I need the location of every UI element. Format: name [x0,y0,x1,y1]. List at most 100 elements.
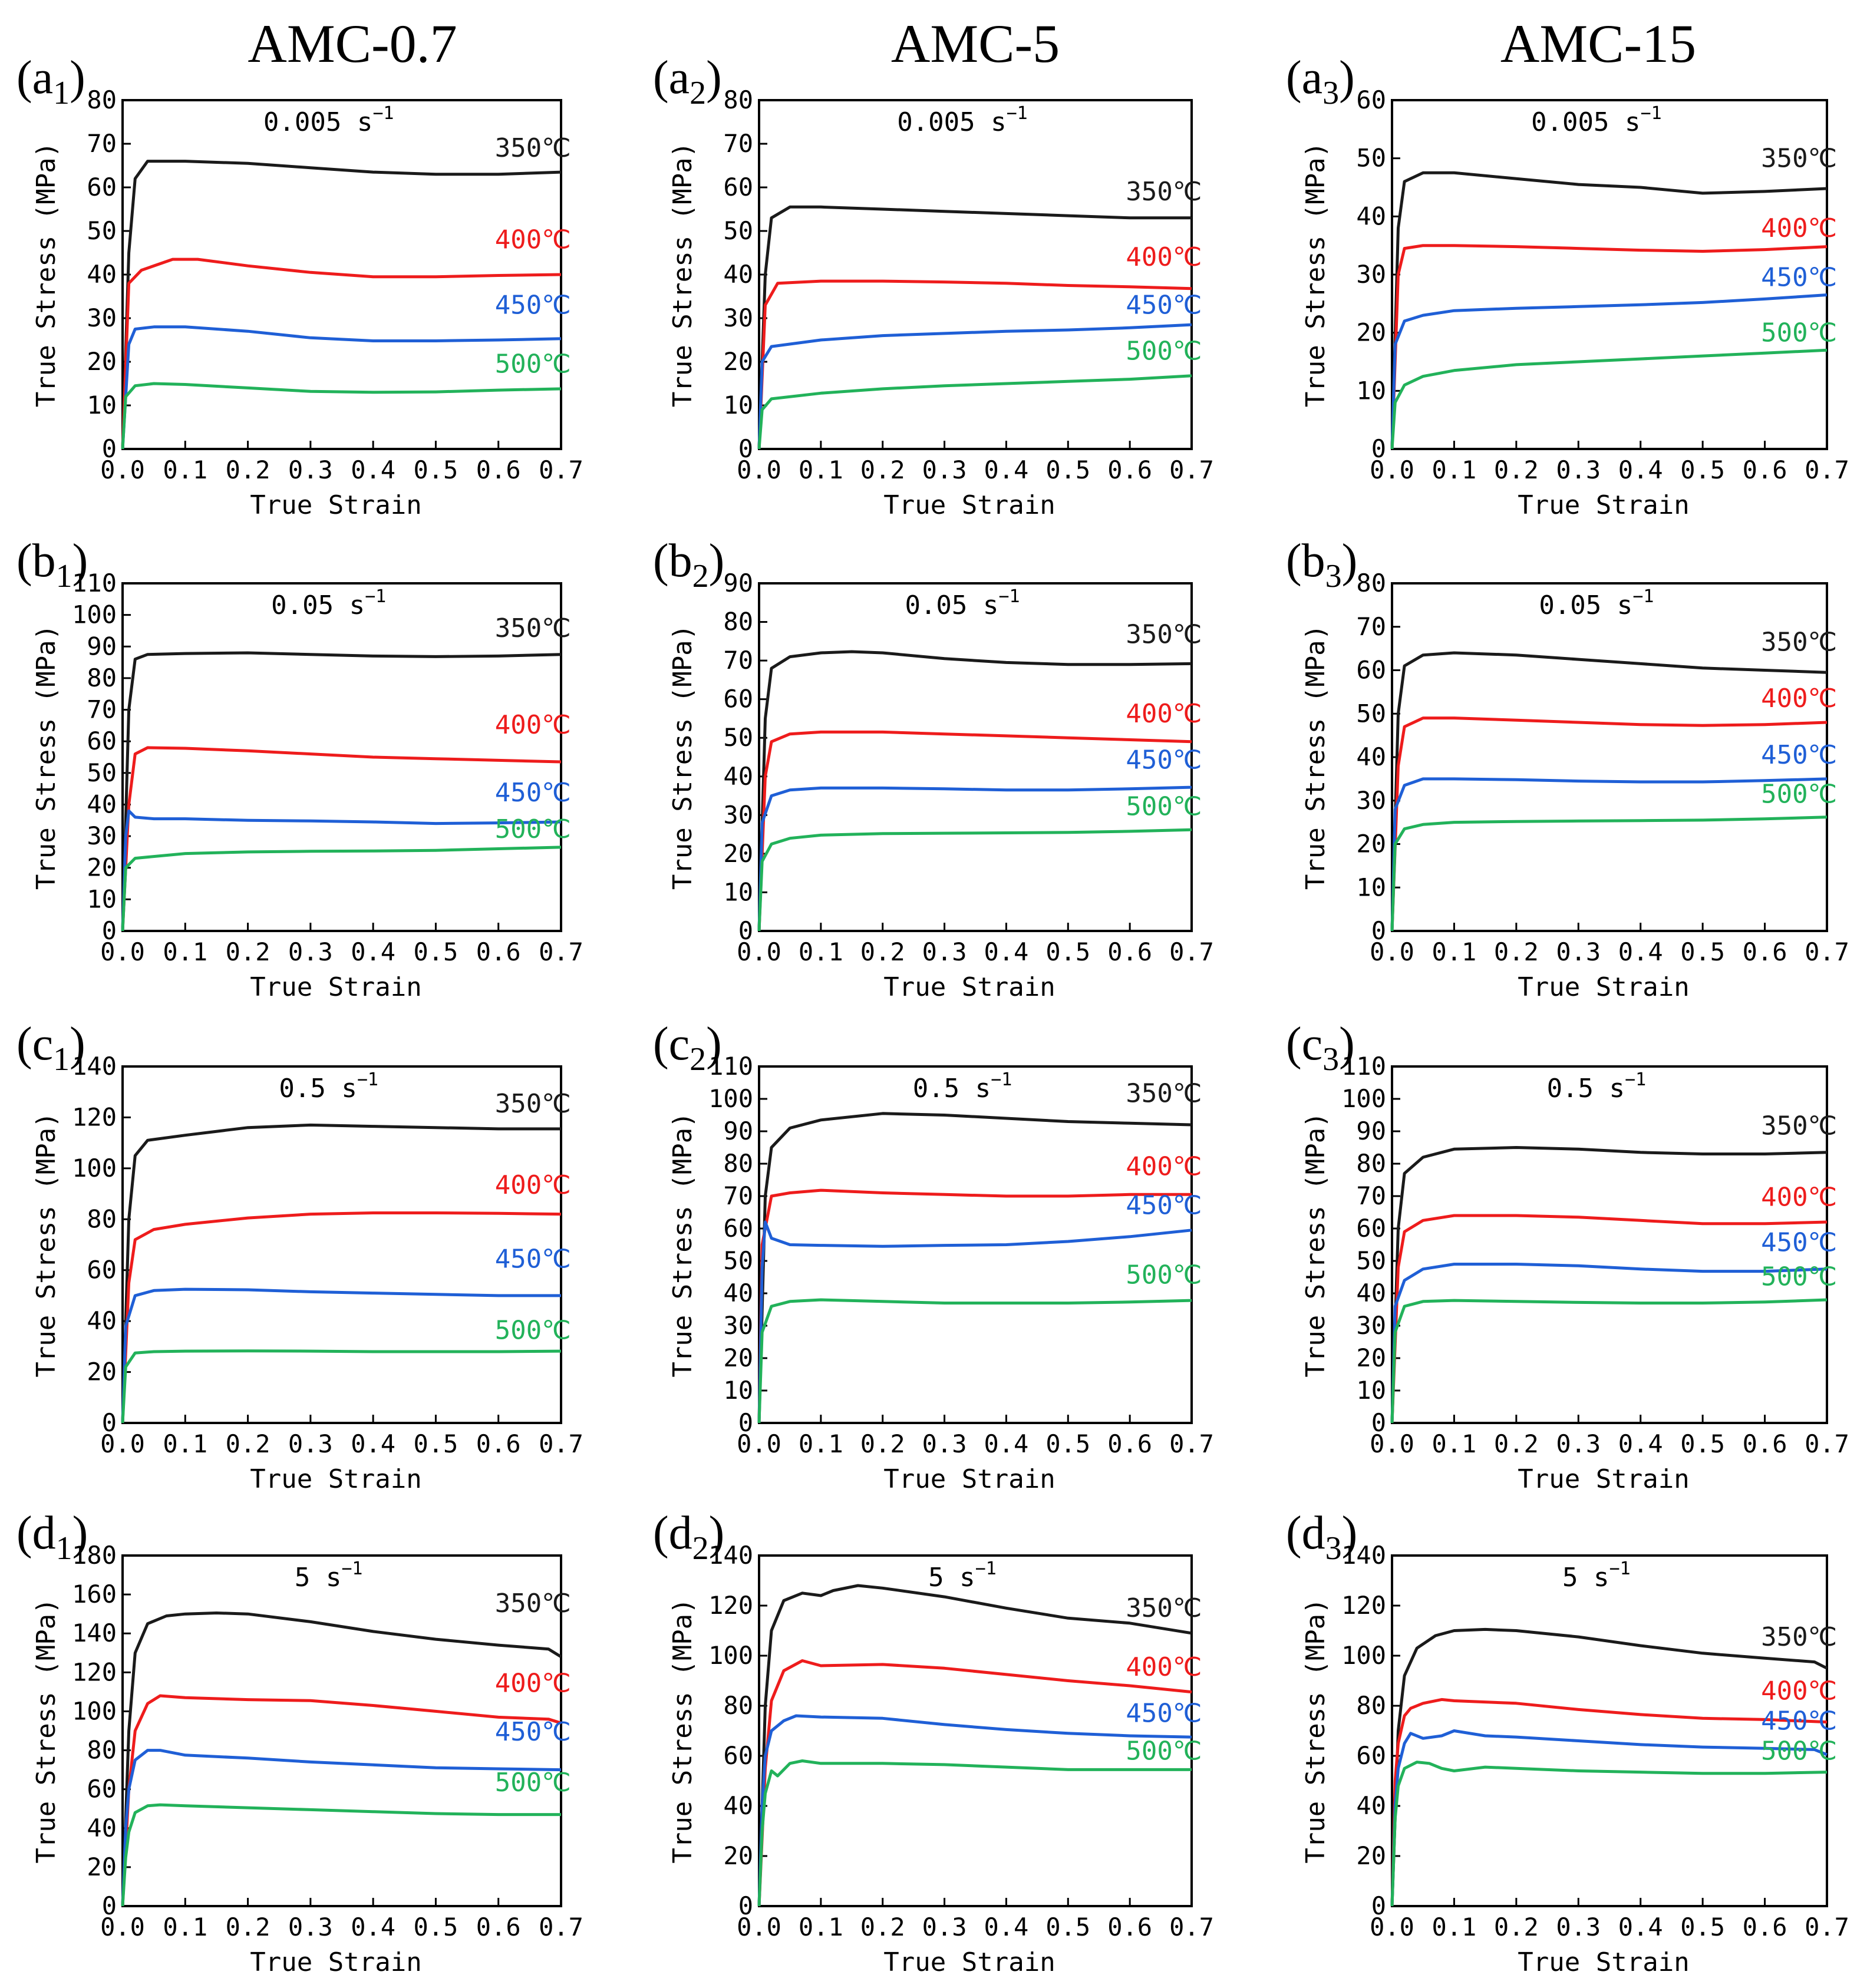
series-line-500C [757,1759,1192,1907]
x-tick-label: 0.7 [1169,1429,1214,1458]
series-line-450C [1390,777,1828,932]
column-title-amc-15: AMC-15 [1500,14,1696,74]
x-axis-label: True Strain [1518,1464,1689,1494]
x-tick-label: 0.3 [922,937,967,966]
y-tick-label: 60 [723,685,753,714]
x-tick-label: 0.6 [476,455,521,484]
x-tick-label: 0.2 [860,455,905,484]
series-line-350C [1390,1627,1828,1907]
plot-frame-c2 [758,1065,1193,1424]
series-label-450C: 450℃ [495,1717,571,1747]
y-tick-label: 80 [723,607,753,636]
y-tick-label: 0 [738,1891,753,1920]
x-tick-label: 0.1 [163,937,207,966]
x-tick-label: 0.7 [1169,455,1214,484]
series-label-450C: 450℃ [495,290,571,321]
strain-rate-title: 0.05 s−1 [1539,586,1654,620]
y-axis-label: True Stress (MPa) [31,1598,61,1863]
x-tick-label: 0.0 [1370,937,1414,966]
y-tick-label: 140 [1341,1541,1386,1570]
y-tick-label: 10 [1356,873,1386,901]
series-label-450C: 450℃ [1126,1699,1202,1729]
series-label-400C: 400℃ [1126,1652,1202,1682]
x-tick-label: 0.5 [413,937,458,966]
x-tick-label: 0.3 [1556,1913,1601,1941]
y-tick-label: 20 [87,1852,117,1881]
column-title-amc-0-7: AMC-0.7 [248,14,457,74]
x-tick-label: 0.4 [351,1429,395,1458]
panel-label-b1: (b1) [17,535,88,595]
strain-rate-title: 5 s−1 [928,1558,997,1593]
y-tick-label: 60 [723,1741,753,1770]
panel-label-b3: (b3) [1286,535,1357,595]
x-tick-label: 0.0 [737,455,781,484]
y-tick-label: 80 [87,663,117,692]
x-tick-label: 0.5 [413,455,458,484]
x-tick-label: 0.1 [163,455,207,484]
x-tick-label: 0.4 [1618,1429,1663,1458]
y-tick-label: 50 [87,216,117,245]
x-tick-label: 0.6 [476,937,521,966]
y-tick-label: 20 [1356,1841,1386,1870]
strain-rate-title: 0.005 s−1 [1531,103,1662,137]
x-tick-label: 0.6 [1743,937,1787,966]
series-line-500C [1390,815,1828,932]
y-tick-label: 80 [723,1691,753,1720]
series-line-500C [757,1298,1192,1424]
series-line-400C [1390,1214,1828,1424]
y-tick-label: 60 [1356,1214,1386,1243]
series-line-400C [121,257,562,450]
y-tick-label: 100 [708,1084,753,1113]
y-axis-label: True Stress (MPa) [668,1598,698,1863]
series-label-400C: 400℃ [495,710,571,740]
series-label-350C: 350℃ [1761,627,1837,657]
panel-label-a3: (a3) [1286,52,1355,111]
strain-rate-title: 0.5 s−1 [279,1069,378,1104]
series-label-450C: 450℃ [495,1244,571,1274]
y-tick-label: 50 [723,216,753,245]
x-tick-label: 0.0 [100,455,145,484]
x-tick-label: 0.3 [288,455,333,484]
x-tick-label: 0.3 [922,1429,967,1458]
series-label-400C: 400℃ [495,1170,571,1200]
x-tick-label: 0.2 [226,1429,271,1458]
x-tick-label: 0.2 [860,937,905,966]
x-tick-label: 0.7 [1169,1913,1214,1941]
x-tick-label: 0.1 [163,1913,207,1941]
x-tick-label: 0.4 [1618,937,1663,966]
series-label-400C: 400℃ [1761,683,1837,714]
y-tick-label: 100 [72,1154,117,1183]
series-line-350C [757,1584,1192,1907]
y-tick-label: 80 [1356,1691,1386,1720]
series-label-350C: 350℃ [1126,1593,1202,1623]
series-label-500C: 500℃ [1761,1262,1837,1292]
x-tick-label: 0.3 [1556,937,1601,966]
panel-a2: (a2) 0.0 0.1 0.2 0.3 0.4 0.5 0.6 0.7 0 10 20 30 40 50 6… [653,52,1214,520]
series-label-450C: 450℃ [1761,740,1837,770]
x-axis-label: True Strain [1518,490,1689,520]
strain-rate-title: 5 s−1 [295,1558,363,1593]
y-tick-label: 70 [1356,1181,1386,1210]
y-tick-label: 70 [87,129,117,158]
y-tick-label: 60 [87,1256,117,1284]
series-line-500C [1390,1298,1828,1424]
series-line-400C [121,1211,562,1424]
y-tick-label: 30 [87,821,117,850]
y-tick-label: 140 [72,1619,117,1647]
series-line-400C [1390,716,1828,932]
x-tick-label: 0.2 [860,1913,905,1941]
x-axis-label: True Strain [883,972,1055,1002]
x-tick-label: 0.6 [1743,1913,1787,1941]
x-tick-label: 0.1 [799,1429,843,1458]
y-tick-label: 60 [1356,85,1386,114]
y-tick-label: 40 [723,260,753,289]
series-line-400C [757,279,1192,450]
series-label-450C: 450℃ [1761,1228,1837,1258]
y-tick-label: 0 [1371,1891,1386,1920]
x-axis-label: True Strain [250,1947,421,1977]
x-tick-label: 0.5 [413,1429,458,1458]
panel-label-b2: (b2) [653,535,724,595]
series-line-500C [757,828,1192,932]
x-tick-label: 0.1 [1431,455,1476,484]
y-tick-label: 80 [723,1149,753,1178]
